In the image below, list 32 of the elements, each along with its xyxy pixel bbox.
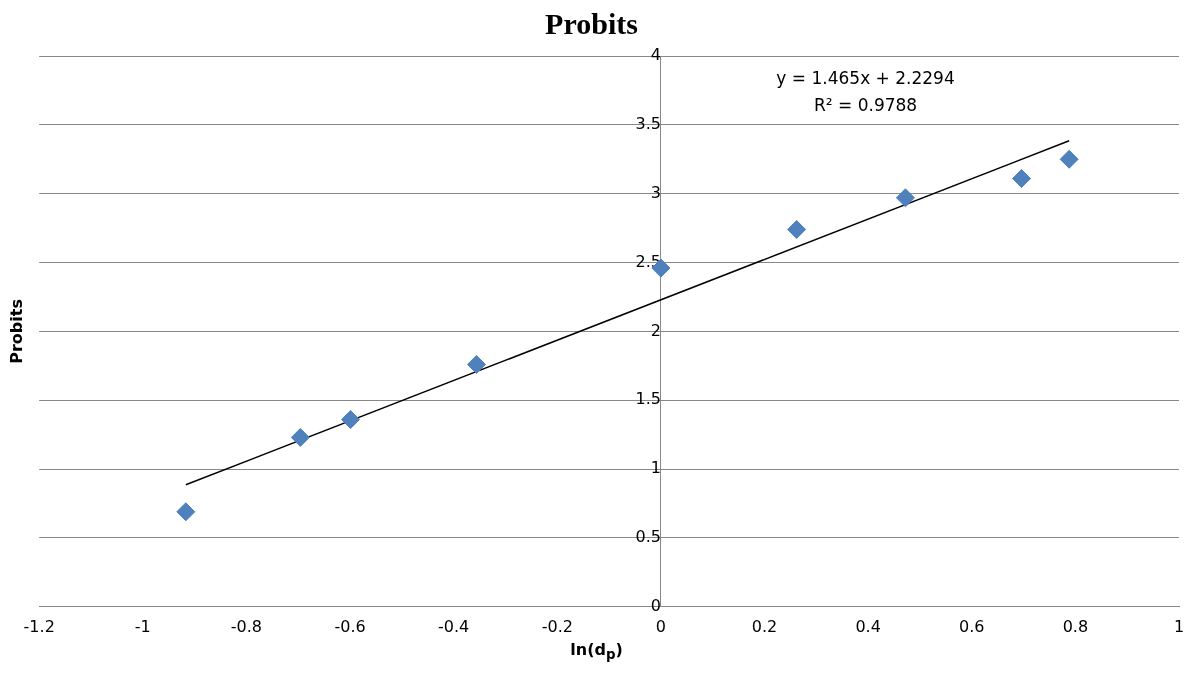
point — [1012, 169, 1031, 189]
x-tick-label: -1 — [134, 616, 151, 636]
x-tick-label: -1.2 — [23, 616, 55, 636]
x-tick-label: -0.2 — [541, 616, 573, 636]
point — [895, 188, 915, 208]
x-tick-label: 1 — [1173, 616, 1185, 636]
x-tick-label: -0.4 — [438, 616, 470, 636]
point — [290, 427, 310, 447]
y-tick-label: 0.5 — [635, 527, 661, 547]
y-axis-title: Probits — [6, 299, 26, 364]
y-tick-label: 3.5 — [635, 114, 661, 134]
annotation: R² = 0.9788 — [813, 95, 918, 116]
point — [176, 502, 196, 522]
y-tick-label: 4 — [650, 45, 661, 65]
point — [466, 354, 486, 374]
point — [341, 410, 361, 430]
point — [1059, 149, 1079, 169]
y-tick-label: 3 — [650, 182, 661, 202]
y-tick-label: 1.5 — [635, 389, 661, 409]
x-tick-label: 0.2 — [751, 616, 778, 636]
x-tick-label: 0.4 — [855, 616, 881, 636]
annotation: y = 1.465x + 2.2294 — [776, 68, 955, 89]
x-tick-label: -0.6 — [334, 616, 366, 636]
y-tick-label: 2 — [650, 320, 661, 340]
chart-title: Probits — [545, 6, 638, 40]
y-tick-label: 0 — [650, 595, 661, 615]
x-tick-label: -0.8 — [230, 616, 263, 636]
y-tick-label: 1 — [650, 458, 661, 478]
x-axis-title: ln(d$_{p}$) — [569, 640, 624, 663]
x-tick-label: 0.6 — [959, 616, 985, 636]
x-tick-label: 0.8 — [1062, 616, 1089, 636]
point — [787, 220, 807, 239]
